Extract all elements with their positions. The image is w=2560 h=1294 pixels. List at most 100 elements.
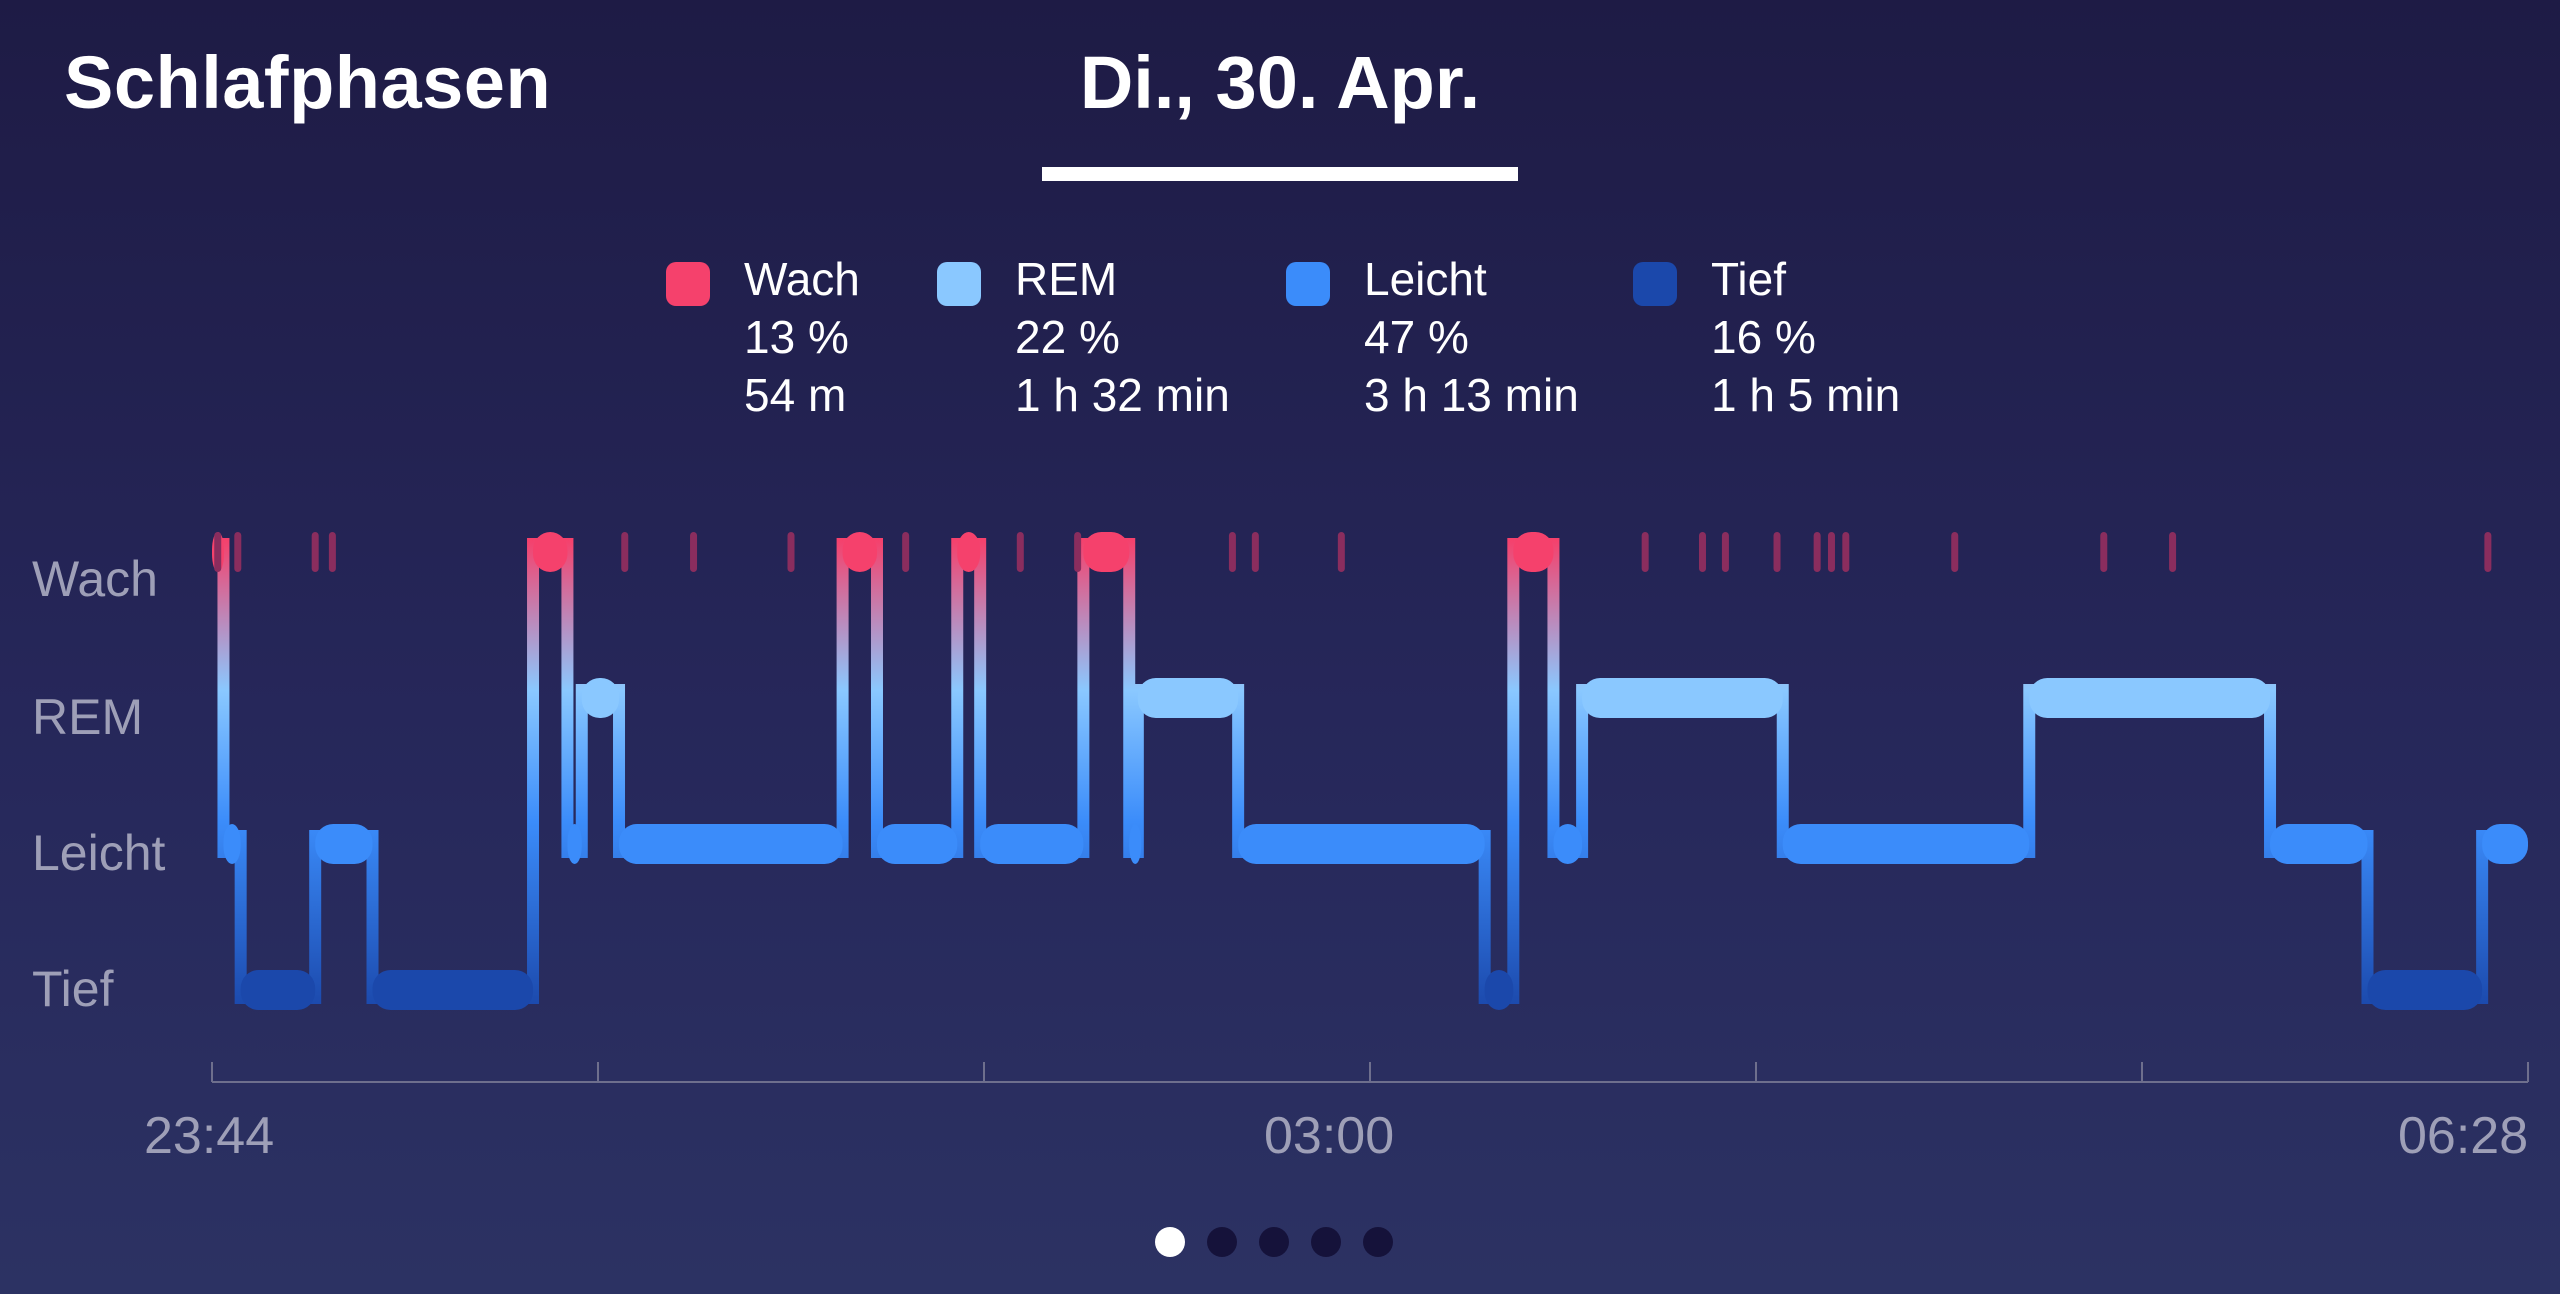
stage-transition bbox=[1478, 830, 1491, 1004]
page-title: Schlafphasen bbox=[64, 41, 552, 124]
stage-transition bbox=[309, 830, 322, 1004]
date-tab[interactable]: Di., 30. Apr. bbox=[1079, 41, 1481, 124]
legend-label: REM bbox=[1015, 253, 1118, 305]
stage-segment-leicht bbox=[876, 824, 958, 864]
brief-awakening-tick bbox=[1773, 532, 1781, 572]
stage-transition bbox=[1576, 684, 1589, 858]
brief-awakening-tick bbox=[1951, 532, 1959, 572]
stage-segment-leicht bbox=[1129, 824, 1142, 864]
stage-transition bbox=[1507, 538, 1520, 1004]
stage-transition bbox=[217, 538, 230, 858]
legend-swatch-rem bbox=[937, 262, 981, 306]
y-label-leicht: Leicht bbox=[32, 825, 166, 881]
brief-awakening-tick bbox=[1842, 532, 1850, 572]
legend-duration: 1 h 5 min bbox=[1711, 369, 1901, 421]
stage-transition bbox=[613, 684, 626, 858]
stage-segment-leicht bbox=[315, 824, 373, 864]
stage-transition bbox=[527, 538, 540, 1004]
brief-awakening-tick bbox=[787, 532, 795, 572]
stage-segment-rem bbox=[1582, 678, 1783, 718]
stage-segment-leicht bbox=[619, 824, 843, 864]
x-tick-label-middle: 03:00 bbox=[1264, 1107, 1395, 1165]
stage-transition bbox=[2023, 684, 2036, 858]
stage-segment-leicht bbox=[1782, 824, 2030, 864]
page-dot[interactable] bbox=[1259, 1227, 1289, 1257]
stage-segment-rem bbox=[581, 678, 620, 718]
brief-awakening-tick bbox=[1074, 532, 1082, 572]
legend-swatch-wach bbox=[666, 262, 710, 306]
stage-segment-leicht bbox=[2270, 824, 2368, 864]
legend-percent: 16 % bbox=[1711, 311, 1816, 363]
stage-transition bbox=[974, 538, 987, 858]
stage-segment-rem bbox=[2029, 678, 2271, 718]
brief-awakening-tick bbox=[328, 532, 336, 572]
brief-awakening-tick bbox=[1251, 532, 1259, 572]
stage-transition bbox=[366, 830, 379, 1004]
brief-awakening-tick bbox=[1228, 532, 1236, 572]
x-tick-label-end: 06:28 bbox=[2398, 1107, 2529, 1165]
stage-transition bbox=[575, 684, 588, 858]
y-label-tief: Tief bbox=[32, 961, 114, 1017]
stage-segment-leicht bbox=[980, 824, 1084, 864]
stage-segment-wach bbox=[1083, 532, 1130, 572]
stage-transition bbox=[2476, 830, 2489, 1004]
stage-transition bbox=[1547, 538, 1560, 858]
stage-segment-tief bbox=[240, 970, 316, 1010]
page-dot[interactable] bbox=[1207, 1227, 1237, 1257]
legend-label: Tief bbox=[1711, 253, 1786, 305]
brief-awakening-tick bbox=[1813, 532, 1821, 572]
y-label-wach: Wach bbox=[32, 551, 158, 607]
stage-segment-wach bbox=[1513, 532, 1554, 572]
stage-transition bbox=[561, 538, 574, 858]
legend-label: Leicht bbox=[1364, 253, 1487, 305]
page-dot[interactable] bbox=[1363, 1227, 1393, 1257]
stage-segment-leicht bbox=[1238, 824, 1485, 864]
legend-percent: 22 % bbox=[1015, 311, 1120, 363]
legend-label: Wach bbox=[744, 253, 860, 305]
brief-awakening-tick bbox=[902, 532, 910, 572]
stage-transition bbox=[2264, 684, 2277, 858]
date-tab-underline bbox=[1042, 167, 1518, 181]
stage-segment-leicht bbox=[223, 824, 241, 864]
y-label-rem: REM bbox=[32, 689, 144, 745]
stage-segment-tief bbox=[372, 970, 534, 1010]
brief-awakening-tick bbox=[214, 532, 222, 572]
stage-segment-tief bbox=[2367, 970, 2483, 1010]
stage-segment-wach bbox=[533, 532, 568, 572]
stage-segment-rem bbox=[1137, 678, 1239, 718]
stage-segment-wach bbox=[842, 532, 877, 572]
stage-segment-wach bbox=[957, 532, 981, 572]
brief-awakening-tick bbox=[1698, 532, 1706, 572]
stage-transition bbox=[234, 830, 247, 1004]
brief-awakening-tick bbox=[1827, 532, 1835, 572]
stage-segment-leicht bbox=[567, 824, 582, 864]
stage-transition bbox=[2361, 830, 2374, 1004]
brief-awakening-tick bbox=[1016, 532, 1024, 572]
legend-swatch-tief bbox=[1633, 262, 1677, 306]
stage-segment-leicht bbox=[2482, 824, 2528, 864]
legend: Wach 13 % 54 m REM 22 % 1 h 32 min Leich… bbox=[0, 250, 2560, 440]
brief-awakening-tick bbox=[1337, 532, 1345, 572]
stage-segment-leicht bbox=[1553, 824, 1583, 864]
stage-transition bbox=[951, 538, 964, 858]
brief-awakening-tick bbox=[2484, 532, 2492, 572]
legend-swatch-leicht bbox=[1286, 262, 1330, 306]
page-dot[interactable] bbox=[1155, 1227, 1185, 1257]
stage-transition bbox=[836, 538, 849, 858]
stage-transition bbox=[870, 538, 883, 858]
brief-awakening-tick bbox=[2169, 532, 2177, 572]
stage-transition bbox=[1077, 538, 1090, 858]
brief-awakening-tick bbox=[234, 532, 242, 572]
legend-duration: 3 h 13 min bbox=[1364, 369, 1579, 421]
brief-awakening-tick bbox=[311, 532, 319, 572]
brief-awakening-tick bbox=[2100, 532, 2108, 572]
page-dot[interactable] bbox=[1311, 1227, 1341, 1257]
legend-percent: 47 % bbox=[1364, 311, 1469, 363]
stage-transition bbox=[1776, 684, 1789, 858]
stage-transition bbox=[1131, 684, 1144, 858]
legend-duration: 54 m bbox=[744, 369, 847, 421]
legend-duration: 1 h 32 min bbox=[1015, 369, 1230, 421]
stage-transition bbox=[1232, 684, 1245, 858]
x-tick-label-start: 23:44 bbox=[144, 1107, 275, 1165]
